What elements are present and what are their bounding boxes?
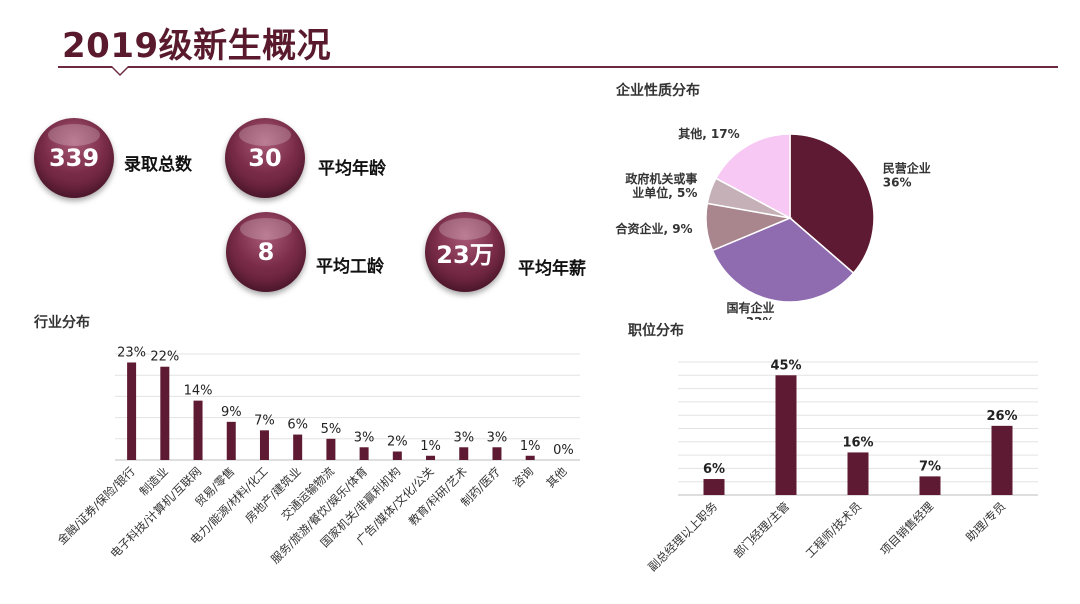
pie-slice-label: 民营企业 xyxy=(883,161,931,176)
industry-bar xyxy=(160,366,170,460)
position-value-label: 6% xyxy=(703,462,725,477)
industry-bar xyxy=(359,447,369,460)
industry-bar-chart: 23%金融/证券/保险/银行22%制造业14%电子科技/计算机/互联网9%贸易/… xyxy=(55,345,580,566)
pie-slice-label: 国有企业 xyxy=(727,300,775,315)
industry-bar xyxy=(459,447,469,460)
industry-value-label: 7% xyxy=(254,413,275,428)
title-divider xyxy=(58,66,1058,68)
pie-slice xyxy=(714,133,791,220)
page-title: 2019级新生概况 xyxy=(62,26,332,66)
industry-value-label: 14% xyxy=(184,384,213,399)
position-bar xyxy=(991,425,1013,495)
industry-category-label: 咨询 xyxy=(510,464,536,490)
pie-slice xyxy=(711,217,855,303)
pie-slice-label: 其他, 17% xyxy=(678,126,739,141)
position-value-label: 7% xyxy=(919,459,941,474)
position-bar-chart: 6% 副总经理以上职务 45% 部门经理/主管 16% 工程师/技术员 7% 项目销售经理 26… xyxy=(645,358,1038,574)
position-chart-title: 职位分布 xyxy=(628,323,684,339)
stat-work-years-label: 平均工龄 xyxy=(316,257,384,277)
position-category-label: 项目销售经理 xyxy=(877,499,936,558)
position-bar xyxy=(775,375,797,495)
industry-bar xyxy=(326,438,336,460)
enterprise-chart-title: 企业性质分布 xyxy=(616,83,700,99)
industry-value-label: 23% xyxy=(117,345,146,360)
stat-salary-label: 平均年薪 xyxy=(518,259,586,279)
position-bar xyxy=(847,452,869,495)
industry-category-label: 其他 xyxy=(543,464,570,491)
industry-value-label: 3% xyxy=(487,430,508,445)
industry-value-label: 0% xyxy=(553,443,574,458)
industry-bar xyxy=(193,400,203,460)
position-category-label: 工程师/技术员 xyxy=(803,499,864,560)
industry-value-label: 3% xyxy=(354,430,375,445)
industry-bar xyxy=(492,447,502,460)
industry-value-label: 9% xyxy=(221,405,242,420)
stat-salary-circle: 23万 xyxy=(425,212,505,292)
industry-bar xyxy=(226,421,236,460)
pie-slice-label: 业单位, 5% xyxy=(632,185,697,200)
stat-age-circle: 30 xyxy=(225,118,305,198)
position-category-label: 副总经理以上职务 xyxy=(645,499,720,574)
industry-bar xyxy=(293,434,303,460)
industry-value-label: 3% xyxy=(453,430,474,445)
title-divider-notch-inner xyxy=(112,66,128,74)
position-bar xyxy=(703,479,725,495)
pie-slice-label: 36% xyxy=(883,176,912,190)
position-value-label: 16% xyxy=(842,435,873,450)
stat-work-years-circle: 8 xyxy=(226,212,306,292)
pie-slice-label: 32% xyxy=(746,315,775,320)
position-value-label: 45% xyxy=(770,358,801,373)
position-category-label: 部门经理/主管 xyxy=(731,499,792,560)
industry-value-label: 2% xyxy=(387,435,408,450)
industry-bar xyxy=(426,455,436,460)
industry-value-label: 1% xyxy=(520,439,541,454)
position-bar xyxy=(919,476,941,495)
industry-value-label: 22% xyxy=(150,350,179,365)
industry-value-label: 5% xyxy=(321,422,342,437)
industry-value-label: 1% xyxy=(420,439,441,454)
pie-slice-label: 政府机关或事 xyxy=(625,171,697,186)
pie-slice xyxy=(789,133,875,275)
industry-bar xyxy=(392,451,402,460)
industry-chart-title: 行业分布 xyxy=(34,315,90,331)
stat-total-circle: 339 xyxy=(34,118,114,198)
industry-bar xyxy=(127,362,137,460)
position-value-label: 26% xyxy=(986,409,1017,424)
industry-value-label: 6% xyxy=(287,418,308,433)
pie-slice-label: 合资企业, 9% xyxy=(615,221,692,236)
position-category-label: 助理/专员 xyxy=(963,499,1008,544)
industry-bar xyxy=(259,430,269,460)
stat-age-label: 平均年龄 xyxy=(318,159,386,179)
stat-total-label: 录取总数 xyxy=(124,155,192,175)
industry-bar xyxy=(525,455,535,460)
